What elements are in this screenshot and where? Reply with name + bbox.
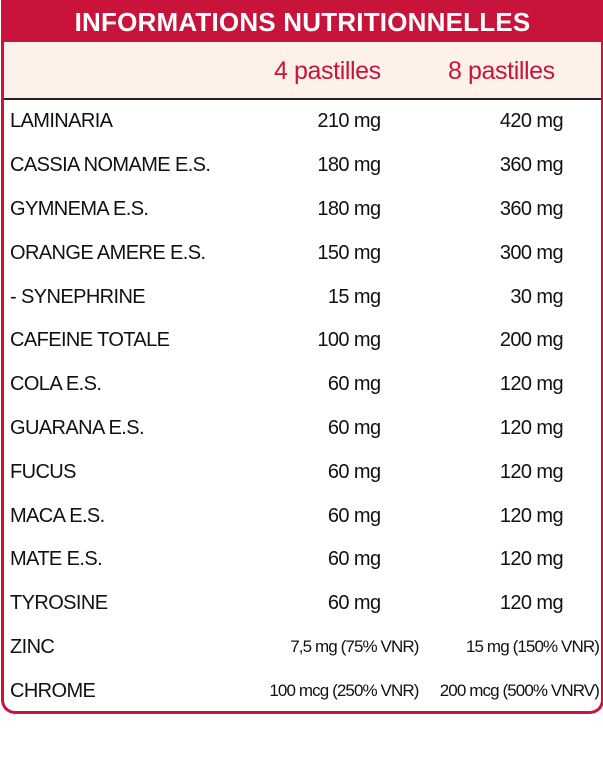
nutrient-amount: 60 mg xyxy=(327,548,381,571)
nutrient-name: FUCUS xyxy=(10,460,76,483)
table-row: FUCUS 60 mg 120 mg xyxy=(4,450,601,494)
nutrient-name: CHROME xyxy=(10,679,96,702)
nutrient-amount: 30 mg xyxy=(510,285,563,308)
title-bar: INFORMATIONS NUTRITIONNELLES xyxy=(4,0,601,42)
table-row: - SYNEPHRINE 15 mg 30 mg xyxy=(4,275,601,319)
nutrient-name: MATE E.S. xyxy=(10,548,103,571)
nutrient-amount: 100 mcg (250% VNR) xyxy=(269,681,419,701)
nutrient-amount: 180 mg xyxy=(317,197,381,220)
column-label: 4 pastilles xyxy=(274,57,381,85)
nutrient-amount: 120 mg xyxy=(499,592,564,615)
nutrient-amount: 420 mg xyxy=(499,110,564,133)
table-row: CAFEINE TOTALE 100 mg 200 mg xyxy=(4,319,601,363)
nutrient-amount: 60 mg xyxy=(327,592,381,615)
nutrient-amount: 120 mg xyxy=(499,504,564,527)
nutrient-amount: 60 mg xyxy=(327,416,381,439)
nutrient-amount: 15 mg (150% VNR) xyxy=(466,637,600,657)
table-row: TYROSINE 60 mg 120 mg xyxy=(4,582,601,626)
nutrient-amount: 120 mg xyxy=(499,548,564,571)
nutrient-name: COLA E.S. xyxy=(10,373,102,396)
table-row: COLA E.S. 60 mg 120 mg xyxy=(4,363,601,407)
nutrient-amount: 180 mg xyxy=(317,154,381,177)
nutrient-amount: 360 mg xyxy=(499,154,564,177)
nutrient-amount: 120 mg xyxy=(499,373,564,396)
nutrient-name: LAMINARIA xyxy=(10,110,113,133)
table-row: GUARANA E.S. 60 mg 120 mg xyxy=(4,407,601,451)
nutrient-name: GUARANA E.S. xyxy=(10,416,145,439)
column-label: 8 pastilles xyxy=(448,57,555,85)
nutrient-amount: 120 mg xyxy=(499,416,564,439)
nutrient-name: MACA E.S. xyxy=(10,504,105,527)
nutrient-amount: 300 mg xyxy=(499,241,564,264)
nutrient-amount: 60 mg xyxy=(327,504,381,527)
table-row: ZINC 7,5 mg (75% VNR) 15 mg (150% VNR) xyxy=(4,626,601,670)
nutrient-amount: 7,5 mg (75% VNR) xyxy=(290,637,419,657)
nutrient-amount: 60 mg xyxy=(327,460,381,483)
nutrient-name: ZINC xyxy=(10,635,55,658)
nutrient-amount: 200 mg xyxy=(499,329,564,352)
nutrient-amount: 200 mcg (500% VNRV) xyxy=(439,681,600,701)
nutrient-name: CASSIA NOMAME E.S. xyxy=(10,154,211,177)
nutrient-amount: 360 mg xyxy=(499,197,564,220)
nutrient-amount: 60 mg xyxy=(327,373,381,396)
table-row: CASSIA NOMAME E.S. 180 mg 360 mg xyxy=(4,144,601,188)
table-row: ORANGE AMERE E.S. 150 mg 300 mg xyxy=(4,231,601,275)
nutrient-name: TYROSINE xyxy=(10,592,108,615)
nutrient-amount: 120 mg xyxy=(499,460,564,483)
nutrition-panel: INFORMATIONS NUTRITIONNELLES 4 pastilles… xyxy=(1,0,603,714)
table-row: CHROME 100 mcg (250% VNR) 200 mcg (500% VN… xyxy=(4,669,601,711)
table-row: LAMINARIA 210 mg 420 mg xyxy=(4,100,601,144)
nutrient-amount: 210 mg xyxy=(317,110,381,133)
nutrient-name: CAFEINE TOTALE xyxy=(10,329,170,352)
table-row: MACA E.S. 60 mg 120 mg xyxy=(4,494,601,538)
nutrient-name: ORANGE AMERE E.S. xyxy=(10,241,206,264)
table-row: MATE E.S. 60 mg 120 mg xyxy=(4,538,601,582)
nutrient-amount: 15 mg xyxy=(327,285,381,308)
table-row: GYMNEMA E.S. 180 mg 360 mg xyxy=(4,188,601,232)
column-header: 4 pastilles 8 pastilles xyxy=(4,42,601,100)
nutrition-table: LAMINARIA 210 mg 420 mg CASSIA NOMAME E.S. 1… xyxy=(4,100,601,711)
nutrient-amount: 100 mg xyxy=(317,329,381,352)
nutrient-name: GYMNEMA E.S. xyxy=(10,197,149,220)
nutrient-amount: 150 mg xyxy=(317,241,381,264)
nutrient-name: - SYNEPHRINE xyxy=(10,285,146,308)
